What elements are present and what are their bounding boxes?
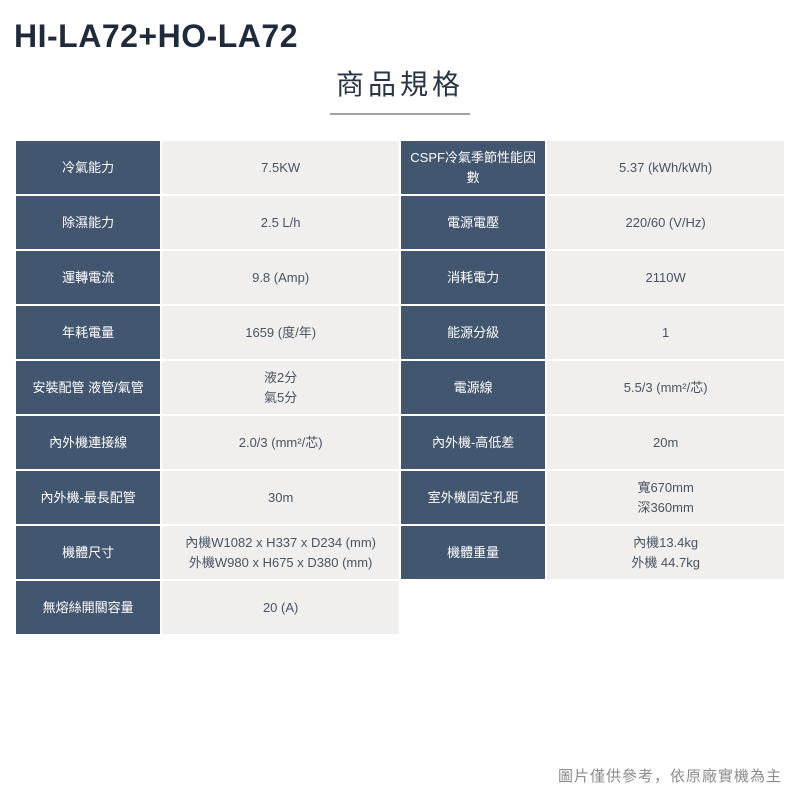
spec-value: 30m [161,470,400,525]
table-row: 冷氣能力 7.5KW CSPF冷氣季節性能因數 5.37 (kWh/kWh) [15,140,785,195]
spec-value: 液2分 氣5分 [161,360,400,415]
spec-value: 220/60 (V/Hz) [546,195,785,250]
spec-value: 1 [546,305,785,360]
table-row: 內外機連接線 2.0/3 (mm²/芯) 內外機-高低差 20m [15,415,785,470]
table-row: 安裝配管 液管/氣管 液2分 氣5分 電源線 5.5/3 (mm²/芯) [15,360,785,415]
spec-value: 1659 (度/年) [161,305,400,360]
spec-label: 機體重量 [400,525,546,580]
spec-value: 5.37 (kWh/kWh) [546,140,785,195]
spec-label: 電源電壓 [400,195,546,250]
spec-table: 冷氣能力 7.5KW CSPF冷氣季節性能因數 5.37 (kWh/kWh) 除… [14,139,786,636]
spec-heading: 商品規格 [14,63,786,113]
spec-label: 消耗電力 [400,250,546,305]
product-title: HI-LA72+HO-LA72 [14,18,786,55]
empty-cell [546,580,785,635]
table-row: 機體尺寸 內機W1082 x H337 x D234 (mm) 外機W980 x… [15,525,785,580]
spec-label: 內外機-高低差 [400,415,546,470]
spec-label: CSPF冷氣季節性能因數 [400,140,546,195]
spec-value: 20m [546,415,785,470]
spec-label: 無熔絲開關容量 [15,580,161,635]
spec-label: 冷氣能力 [15,140,161,195]
spec-label: 電源線 [400,360,546,415]
spec-label: 內外機連接線 [15,415,161,470]
spec-value: 2.0/3 (mm²/芯) [161,415,400,470]
spec-value: 9.8 (Amp) [161,250,400,305]
empty-cell [400,580,546,635]
spec-label: 內外機-最長配管 [15,470,161,525]
table-row: 年耗電量 1659 (度/年) 能源分級 1 [15,305,785,360]
table-row: 除濕能力 2.5 L/h 電源電壓 220/60 (V/Hz) [15,195,785,250]
spec-label: 機體尺寸 [15,525,161,580]
spec-value: 內機13.4kg 外機 44.7kg [546,525,785,580]
footnote: 圖片僅供參考，依原廠實機為主 [558,765,782,786]
spec-label: 安裝配管 液管/氣管 [15,360,161,415]
spec-value: 20 (A) [161,580,400,635]
table-row: 無熔絲開關容量 20 (A) [15,580,785,635]
spec-label: 除濕能力 [15,195,161,250]
spec-value: 5.5/3 (mm²/芯) [546,360,785,415]
spec-label: 能源分級 [400,305,546,360]
table-row: 內外機-最長配管 30m 室外機固定孔距 寬670mm 深360mm [15,470,785,525]
spec-value: 2.5 L/h [161,195,400,250]
table-row: 運轉電流 9.8 (Amp) 消耗電力 2110W [15,250,785,305]
spec-value: 2110W [546,250,785,305]
spec-value: 7.5KW [161,140,400,195]
spec-label: 運轉電流 [15,250,161,305]
spec-value: 寬670mm 深360mm [546,470,785,525]
spec-value: 內機W1082 x H337 x D234 (mm) 外機W980 x H675… [161,525,400,580]
heading-rule [330,113,470,115]
spec-label: 年耗電量 [15,305,161,360]
spec-label: 室外機固定孔距 [400,470,546,525]
